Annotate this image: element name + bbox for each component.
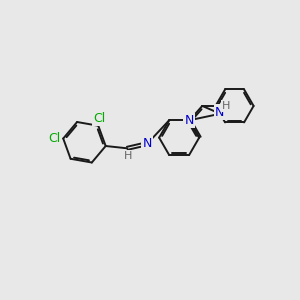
- Text: Cl: Cl: [48, 132, 60, 145]
- Text: Cl: Cl: [94, 112, 106, 124]
- Text: H: H: [124, 151, 132, 161]
- Text: H: H: [222, 101, 231, 111]
- Text: N: N: [215, 106, 224, 119]
- Text: N: N: [142, 137, 152, 150]
- Text: N: N: [184, 114, 194, 127]
